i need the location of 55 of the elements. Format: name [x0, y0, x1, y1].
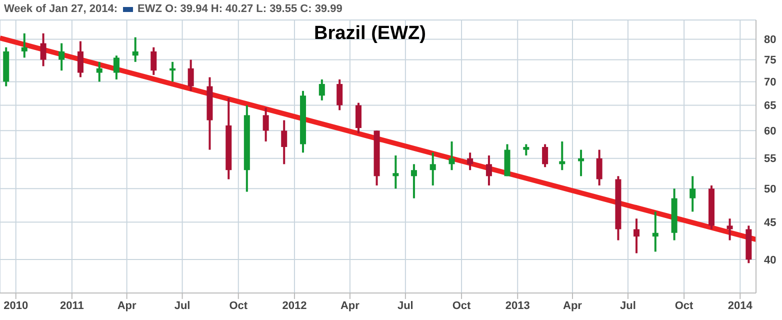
candlestick	[132, 36, 138, 63]
x-tick-label: 2011	[60, 300, 84, 312]
x-tick-label: Apr	[117, 300, 137, 312]
candlestick	[523, 143, 530, 156]
candlestick	[542, 143, 548, 168]
y-tick-label: 45	[764, 217, 776, 229]
y-tick-label: 70	[764, 76, 776, 89]
chart-title: Brazil (EWZ)	[313, 23, 427, 45]
x-tick-label: Jul	[174, 300, 190, 312]
x-tick-label: 2012	[282, 300, 307, 312]
x-tick-label: 2013	[505, 300, 530, 312]
candlestick	[58, 42, 65, 72]
text: Week of Jan 27, 2014:	[4, 3, 118, 15]
x-tick-label: Apr	[340, 300, 360, 312]
x-tick-label: Apr	[563, 300, 583, 312]
candlestick	[392, 154, 399, 190]
x-tick-label: Oct	[452, 300, 472, 312]
candlestick	[262, 106, 269, 142]
candlestick	[188, 58, 194, 92]
candlestick	[170, 60, 176, 83]
candlestick	[21, 32, 28, 59]
y-tick-label: 50	[764, 184, 776, 196]
x-tick-label: 2014	[728, 300, 754, 312]
y-tick-label: 75	[764, 54, 776, 67]
candlestick	[448, 140, 455, 172]
y-tick-label: 60	[764, 126, 776, 138]
y-tick-label: 55	[764, 153, 776, 166]
candlestick	[281, 119, 288, 166]
candlestick	[559, 140, 566, 172]
x-tick-label: Oct	[229, 300, 248, 312]
candlestick	[596, 148, 602, 186]
candlestick	[652, 210, 658, 253]
candlestick	[486, 154, 492, 186]
x-tick-label: 2010	[4, 300, 28, 312]
x-tick-label: Jul	[397, 300, 414, 312]
text: EWZ O: 39.94 H: 40.27 L: 39.55 C: 39.99	[138, 3, 342, 15]
candlestick	[634, 218, 640, 254]
candlestick	[430, 152, 436, 186]
y-tick-label: 65	[764, 100, 776, 112]
candlestick	[336, 78, 343, 112]
candlestick	[96, 60, 102, 83]
x-tick-label: Oct	[674, 300, 694, 312]
candlestick	[77, 40, 84, 78]
candlestick	[690, 175, 696, 213]
candlestick	[113, 54, 120, 80]
y-tick-label: 40	[764, 254, 776, 266]
candlestick	[726, 218, 733, 242]
candlestick	[410, 163, 417, 200]
candlestick	[150, 46, 157, 76]
candlestick	[355, 102, 362, 134]
candlestick	[318, 78, 325, 102]
x-tick-label: Jul	[620, 300, 636, 312]
candlestick	[467, 152, 474, 172]
y-tick-label: 80	[764, 34, 776, 46]
candlestick	[40, 32, 46, 68]
